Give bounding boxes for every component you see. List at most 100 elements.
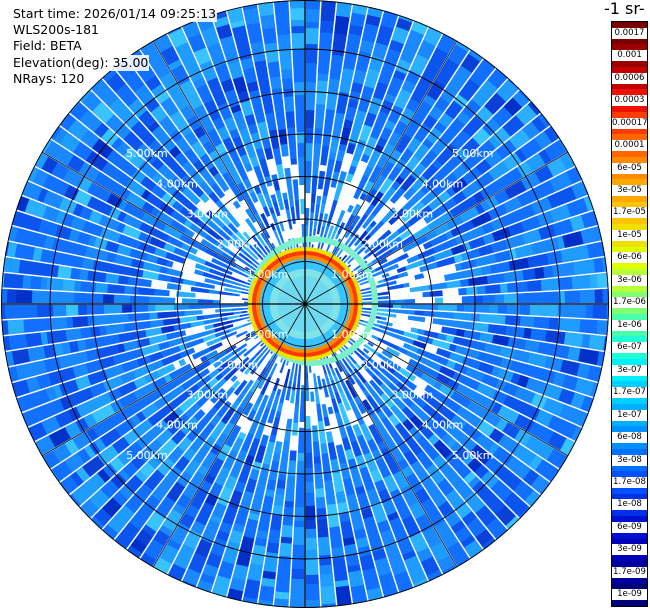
ppi-range-gate — [402, 396, 414, 408]
ppi-range-gate — [207, 42, 224, 60]
ppi-range-gate — [260, 14, 276, 30]
ppi-range-gate — [435, 347, 452, 359]
ppi-range-gate — [186, 252, 207, 265]
ppi-range-gate — [461, 53, 480, 73]
ppi-range-gate — [318, 389, 326, 405]
ppi-range-gate — [330, 54, 344, 74]
ppi-range-gate — [431, 338, 451, 351]
ppi-range-gate — [362, 34, 376, 43]
ppi-range-gate — [23, 319, 36, 333]
ppi-range-gate — [404, 388, 414, 398]
ppi-range-gate — [509, 360, 525, 374]
ppi-range-gate — [190, 487, 209, 510]
ppi-range-gate — [42, 263, 59, 278]
ppi-range-gate — [212, 357, 227, 369]
ppi-range-gate — [320, 13, 335, 22]
ppi-range-gate — [163, 373, 173, 384]
ppi-range-gate — [460, 375, 481, 391]
ppi-range-gate — [341, 68, 354, 81]
ppi-range-gate — [89, 382, 107, 398]
ppi-range-gate — [391, 26, 409, 45]
ppi-range-gate — [300, 397, 305, 405]
range-label: 2.00km — [361, 238, 403, 251]
ppi-range-gate — [343, 119, 354, 129]
ppi-range-gate — [335, 579, 349, 588]
ppi-range-gate — [106, 149, 125, 167]
ppi-range-gate — [263, 422, 273, 437]
ppi-range-gate — [220, 330, 238, 341]
ppi-range-gate — [244, 208, 257, 224]
ppi-range-gate — [167, 446, 185, 464]
range-label: 5.00km — [452, 147, 494, 160]
ppi-range-gate — [281, 192, 289, 201]
ppi-range-gate — [390, 244, 400, 253]
ray-gap — [329, 319, 561, 471]
ppi-range-gate — [348, 398, 361, 417]
ppi-range-gate — [248, 238, 256, 246]
ppi-range-gate — [115, 83, 138, 107]
ppi-range-gate — [301, 224, 305, 237]
ppi-range-gate — [461, 269, 473, 279]
ppi-range-gate — [55, 180, 70, 196]
ppi-range-gate — [462, 356, 481, 370]
ppi-range-gate — [336, 221, 346, 235]
ppi-range-gate — [220, 78, 235, 93]
ppi-range-gate — [103, 304, 123, 314]
ppi-range-gate — [98, 214, 114, 229]
ppi-range-gate — [179, 79, 197, 99]
ppi-range-gate — [436, 256, 456, 268]
ppi-range-gate — [466, 286, 478, 295]
colorbar-tick-label: 3e-07 — [612, 364, 647, 376]
colorbar-tick-label: 0.001 — [612, 50, 647, 62]
ppi-range-gate — [389, 187, 406, 205]
ppi-range-gate — [254, 60, 269, 80]
ppi-range-gate — [544, 140, 567, 161]
ppi-range-gate — [365, 254, 376, 263]
ppi-range-gate — [393, 195, 408, 212]
ppi-range-gate — [432, 317, 442, 325]
ppi-range-gate — [138, 160, 158, 179]
ppi-range-gate — [472, 322, 489, 333]
ppi-range-gate — [58, 112, 76, 131]
ppi-range-gate — [427, 433, 440, 446]
ppi-range-gate — [372, 174, 387, 192]
ppi-range-gate — [74, 280, 82, 292]
ppi-range-gate — [278, 221, 286, 232]
ppi-range-gate — [110, 473, 127, 489]
ppi-range-gate — [338, 143, 347, 152]
ppi-range-gate — [461, 535, 476, 548]
ppi-range-gate — [27, 231, 47, 248]
colorbar-tick-label: 0.0017 — [612, 27, 647, 39]
ppi-range-gate — [324, 425, 332, 433]
ppi-range-gate — [136, 357, 146, 367]
ppi-range-gate — [79, 110, 103, 133]
ppi-range-gate — [231, 380, 241, 390]
ppi-range-gate — [373, 211, 385, 224]
ppi-range-gate — [290, 578, 305, 594]
ppi-range-gate — [455, 446, 470, 461]
ppi-range-gate — [185, 337, 205, 349]
ppi-range-gate — [157, 273, 172, 283]
ppi-range-gate — [477, 361, 495, 375]
ppi-range-gate — [251, 234, 265, 251]
ppi-range-gate — [519, 316, 535, 328]
ppi-range-gate — [145, 152, 158, 165]
ppi-range-gate — [368, 423, 381, 439]
ppi-range-gate — [344, 231, 351, 239]
ppi-range-gate — [212, 502, 227, 519]
ppi-range-gate — [392, 370, 402, 380]
ppi-range-gate — [454, 462, 472, 479]
ppi-range-gate — [445, 334, 455, 344]
ppi-range-gate — [164, 466, 183, 485]
ppi-range-gate — [480, 200, 490, 212]
ppi-range-gate — [222, 461, 233, 470]
ppi-range-gate — [207, 304, 215, 309]
ppi-range-gate — [211, 182, 222, 195]
ppi-range-gate — [193, 77, 207, 89]
ray-gap — [317, 330, 444, 576]
ppi-range-gate — [444, 510, 462, 528]
ray-gap — [333, 209, 595, 296]
ppi-range-gate — [542, 397, 565, 417]
ppi-range-gate — [140, 176, 157, 192]
ppi-range-gate — [398, 366, 417, 382]
